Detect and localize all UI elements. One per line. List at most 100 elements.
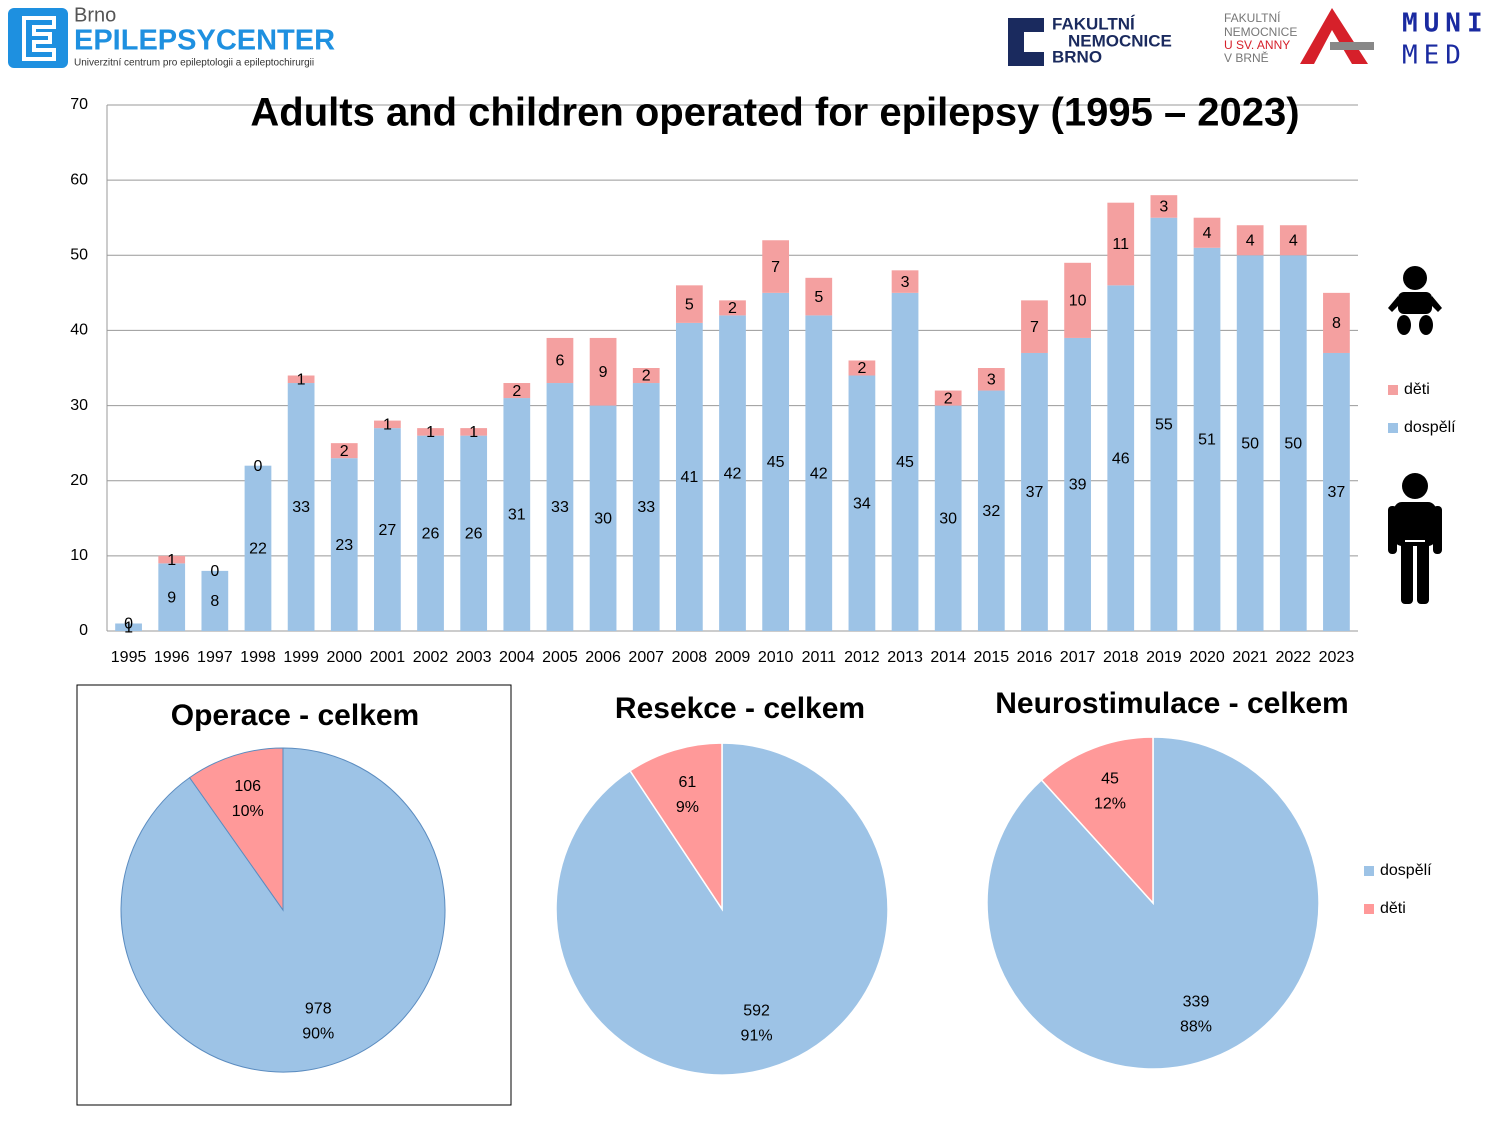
data-label: 37 (1026, 484, 1044, 501)
slice-percent: 91% (741, 1028, 773, 1045)
bar-segment (503, 383, 531, 399)
data-label: 9 (599, 364, 608, 381)
y-tick-label: 30 (70, 397, 88, 414)
bar-segment (1279, 225, 1307, 256)
data-label: 2 (642, 368, 651, 385)
slice-percent: 90% (302, 1025, 334, 1042)
data-label: 5 (685, 296, 694, 313)
data-label: 33 (551, 499, 569, 516)
data-label: 5 (814, 289, 823, 306)
bar-segment (1021, 352, 1048, 631)
x-tick-label: 2002 (413, 649, 449, 666)
bar-segment (1107, 202, 1135, 286)
data-label: 4 (1289, 232, 1298, 249)
bar-segment (1323, 292, 1350, 353)
y-tick-label: 20 (70, 472, 88, 489)
data-label: 3 (987, 371, 996, 388)
bar-segment (374, 420, 401, 429)
data-label: 2 (512, 383, 521, 400)
data-label: 27 (378, 522, 396, 539)
data-label: 50 (1241, 435, 1259, 452)
bar-segment (460, 435, 488, 631)
x-tick-label: 1997 (197, 649, 233, 666)
bar-segment (417, 435, 444, 631)
bar-segment (977, 368, 1005, 391)
chart-title: Adults and children operated for epileps… (250, 91, 1299, 135)
data-label: 1 (383, 417, 392, 434)
bar-segment (762, 240, 790, 293)
data-label: 41 (680, 469, 698, 486)
legend-swatch (1364, 866, 1374, 876)
bar-segment (891, 270, 919, 293)
bar-segment (848, 360, 876, 376)
data-label: 1 (426, 424, 435, 441)
x-tick-label: 2003 (456, 649, 492, 666)
bar-segment (1323, 352, 1350, 631)
pie-title: Operace - celkem (171, 699, 419, 732)
fnusa-text: FAKULTNÍ (1224, 10, 1281, 25)
legend-label: dospělí (1404, 419, 1456, 436)
pie-title: Resekce - celkem (615, 692, 865, 725)
x-tick-label: 1995 (111, 649, 147, 666)
epilepsy-center-logo: Brno EPILEPSYCENTER Univerzitní centrum … (8, 4, 335, 69)
data-label: 1 (167, 552, 176, 569)
x-tick-label: 2016 (1017, 649, 1053, 666)
slice-value: 978 (305, 1000, 332, 1017)
bar-segment (1236, 225, 1264, 256)
bar-segment (848, 375, 876, 631)
slice-percent: 88% (1180, 1019, 1212, 1036)
x-tick-label: 2021 (1232, 649, 1268, 666)
x-tick-label: 2008 (672, 649, 708, 666)
bar-segment (934, 390, 962, 406)
legend-swatch (1388, 385, 1398, 395)
x-tick-label: 2006 (585, 649, 621, 666)
bar-segment (374, 428, 401, 631)
bar-segment (632, 383, 660, 631)
data-label: 42 (810, 465, 828, 482)
fnusa-logo: FAKULTNÍ NEMOCNICE U SV. ANNY V BRNĚ (1224, 8, 1374, 65)
data-label: 39 (1069, 477, 1087, 494)
slice-percent: 9% (676, 799, 699, 816)
y-tick-label: 40 (70, 322, 88, 339)
bar-segment (675, 285, 703, 323)
y-tick-label: 10 (70, 547, 88, 564)
x-tick-label: 2019 (1146, 649, 1182, 666)
data-label: 1 (469, 424, 478, 441)
data-label: 46 (1112, 450, 1130, 467)
x-tick-label: 2023 (1319, 649, 1355, 666)
data-label: 1 (297, 371, 306, 388)
bar-segment (589, 405, 617, 631)
pie-slice (629, 742, 723, 912)
data-label: 30 (939, 511, 957, 528)
pie-slice (1040, 736, 1154, 905)
bar-segment (244, 465, 272, 631)
x-tick-label: 2017 (1060, 649, 1096, 666)
x-tick-label: 2007 (628, 649, 664, 666)
data-label: 11 (1112, 236, 1129, 253)
bar-segment (719, 300, 746, 316)
data-label: 8 (1332, 315, 1341, 332)
data-label: 33 (292, 499, 310, 516)
data-label: 7 (1030, 319, 1039, 336)
x-tick-label: 2010 (758, 649, 794, 666)
data-label: 2 (944, 390, 953, 407)
data-label: 8 (210, 593, 219, 610)
legend-label: děti (1404, 381, 1430, 398)
muni-text: MUNI (1402, 9, 1489, 39)
data-label: 34 (853, 495, 871, 512)
x-tick-label: 1996 (154, 649, 190, 666)
fnusa-bar (1330, 42, 1374, 50)
slice-value: 339 (1183, 994, 1210, 1011)
bar-segment (546, 337, 574, 384)
bar-segment (589, 337, 617, 406)
data-label: 0 (254, 458, 263, 475)
data-label: 3 (901, 274, 910, 291)
child-icon (1388, 266, 1442, 335)
data-label: 6 (555, 353, 564, 370)
data-label: 30 (594, 511, 612, 528)
muni-logo: MUNI MED (1402, 9, 1489, 71)
y-tick-label: 60 (70, 171, 88, 188)
x-tick-label: 2001 (370, 649, 406, 666)
y-tick-label: 70 (70, 96, 88, 113)
